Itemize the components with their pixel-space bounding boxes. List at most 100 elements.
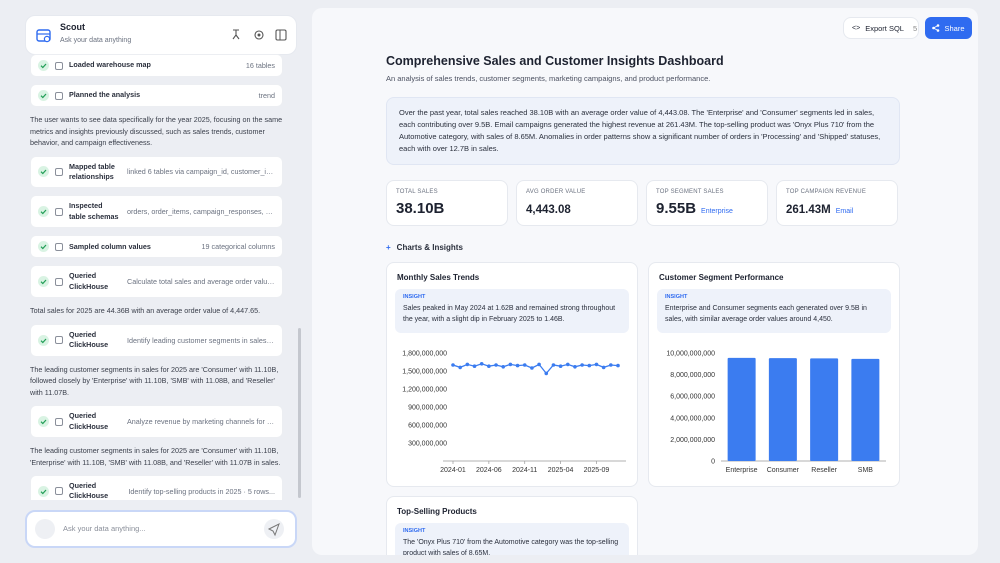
kpi-value: 38.10B	[396, 200, 445, 217]
step-label: Queried ClickHouse	[69, 271, 109, 291]
export-sql-button[interactable]: <> Export SQL 5	[843, 17, 919, 39]
export-count: 5	[912, 23, 918, 33]
line-point	[487, 364, 491, 368]
attach-button[interactable]	[35, 519, 55, 539]
insight-box: INSIGHT Enterprise and Consumer segments …	[657, 289, 891, 333]
assistant-message: The leading customer segments in sales f…	[30, 445, 281, 467]
x-tick-label: 2025-04	[548, 467, 574, 474]
chat-feed: Loaded warehouse map 16 tables Planned the…	[30, 54, 283, 500]
check-bg	[38, 334, 49, 346]
share-icon	[932, 24, 940, 32]
step-icon	[55, 417, 63, 426]
y-tick-label: 4,000,000,000	[670, 415, 715, 422]
check-icon	[38, 416, 49, 428]
line-point	[558, 364, 563, 368]
line-point	[472, 364, 477, 368]
section-header[interactable]: + Charts & Insights	[386, 243, 463, 252]
step-detail: Calculate total sales and average order …	[127, 277, 275, 287]
kpi-card: TOTAL SALES 38.10B	[386, 180, 508, 226]
step-detail: 19 categorical columns	[201, 242, 275, 252]
tool-step[interactable]: Queried ClickHouse Analyze revenue by mar…	[30, 405, 283, 438]
step-icon	[55, 61, 63, 70]
step-label: Queried ClickHouse	[69, 411, 109, 431]
step-label: Planned the analysis	[69, 90, 141, 100]
y-tick-label: 1,500,000,000	[402, 369, 447, 376]
check-mark	[40, 489, 47, 495]
check-icon	[38, 206, 49, 218]
step-icon	[55, 207, 63, 216]
send-button[interactable]	[263, 518, 285, 540]
input-placeholder[interactable]: Ask your data anything...	[63, 524, 146, 533]
line-point	[501, 365, 506, 369]
chat-input[interactable]: Ask your data anything...	[25, 510, 297, 548]
chart-title: Top-Selling Products	[397, 507, 477, 516]
kpi-value: 9.55B	[656, 200, 697, 217]
header-icons[interactable]	[230, 28, 290, 42]
dashboard-subtitle: An analysis of sales trends, customer se…	[386, 74, 711, 83]
logo	[36, 29, 51, 43]
kpi-value-row: 261.43M Email	[786, 200, 853, 218]
line-point	[609, 363, 613, 367]
tool-step[interactable]: Loaded warehouse map 16 tables	[30, 54, 283, 77]
app-title: Scout	[60, 22, 86, 32]
tool-step[interactable]: Planned the analysis trend	[30, 84, 283, 107]
line-point	[530, 366, 534, 370]
scrollbar[interactable]	[298, 328, 301, 498]
bar	[768, 358, 797, 461]
line-point	[451, 363, 455, 367]
step-icon	[55, 277, 63, 286]
line-point	[515, 363, 520, 368]
line-point	[551, 363, 556, 367]
kpi-value-row: 9.55B Enterprise	[656, 200, 733, 218]
check-mark	[40, 419, 47, 425]
step-label: Queried ClickHouse	[69, 481, 109, 500]
tool-step[interactable]: Sampled column values 19 categorical colu…	[30, 235, 283, 259]
y-tick-label: 2,000,000,000	[670, 437, 715, 444]
y-tick-label: 0	[711, 459, 715, 466]
share-button[interactable]: Share	[925, 17, 972, 39]
x-tick-label: 2024-06	[476, 467, 502, 474]
line-point	[580, 363, 584, 367]
insight-tag: INSIGHT	[403, 294, 426, 300]
bar	[851, 358, 880, 461]
insight-text: Enterprise and Consumer segments each ge…	[665, 305, 867, 323]
check-bg	[38, 90, 49, 101]
line-point	[508, 362, 513, 367]
insight-text: Sales peaked in May 2024 at 1.62B and re…	[403, 305, 616, 323]
check-bg	[38, 166, 49, 178]
check-bg	[38, 416, 49, 428]
check-bg	[38, 60, 49, 71]
y-tick-label: 8,000,000,000	[670, 372, 715, 379]
step-label: Sampled column values	[69, 241, 151, 251]
app-subtitle: Ask your data anything	[60, 37, 132, 44]
assistant-message: The leading customer segments in sales f…	[30, 364, 279, 397]
sidebar: Scout Ask your data anything Ask your da…	[20, 8, 304, 555]
tool-step[interactable]: Inspected table schemas orders, order_ite…	[30, 195, 283, 229]
step-detail: linked 6 tables via campaign_id, custome…	[127, 167, 275, 177]
check-mark	[40, 93, 47, 99]
bar	[810, 358, 839, 461]
tool-step[interactable]: Mapped table relationships linked 6 table…	[30, 155, 283, 189]
line-point	[465, 362, 470, 367]
sales-line	[452, 363, 619, 375]
kpi-label: TOP CAMPAIGN REVENUE	[786, 189, 867, 195]
tool-step[interactable]: Queried ClickHouse Identify top-selling p…	[30, 475, 283, 500]
step-detail: Analyze revenue by marketing channels fo…	[127, 417, 275, 427]
line-point	[479, 362, 484, 366]
y-tick-label: 600,000,000	[408, 423, 447, 430]
assistant-message: Total sales for 2025 are 44.36B with an …	[30, 306, 261, 316]
chart-card: Top-Selling Products INSIGHT The 'Onyx Plu…	[386, 496, 638, 555]
step-detail: 16 tables	[245, 61, 275, 70]
kpi-card: AVG ORDER VALUE 4,443.08	[516, 180, 638, 226]
check-icon	[38, 485, 49, 497]
step-label: Queried ClickHouse	[69, 329, 109, 350]
chart-title: Customer Segment Performance	[659, 273, 784, 282]
assistant-message: The user wants to see data specifically …	[30, 115, 283, 148]
tool-step[interactable]: Queried ClickHouse Identify leading custo…	[30, 323, 283, 357]
tool-step[interactable]: Queried ClickHouse Calculate total sales …	[30, 265, 283, 299]
line-point	[522, 363, 527, 367]
share-label: Share	[944, 23, 965, 33]
kpi-note: Enterprise	[701, 208, 733, 215]
insight-box: INSIGHT The 'Onyx Plus 710' from the Auto…	[395, 523, 629, 555]
chart: 0 2,000,000,000 4,000,000,000 6,000,000,000…	[666, 351, 886, 474]
